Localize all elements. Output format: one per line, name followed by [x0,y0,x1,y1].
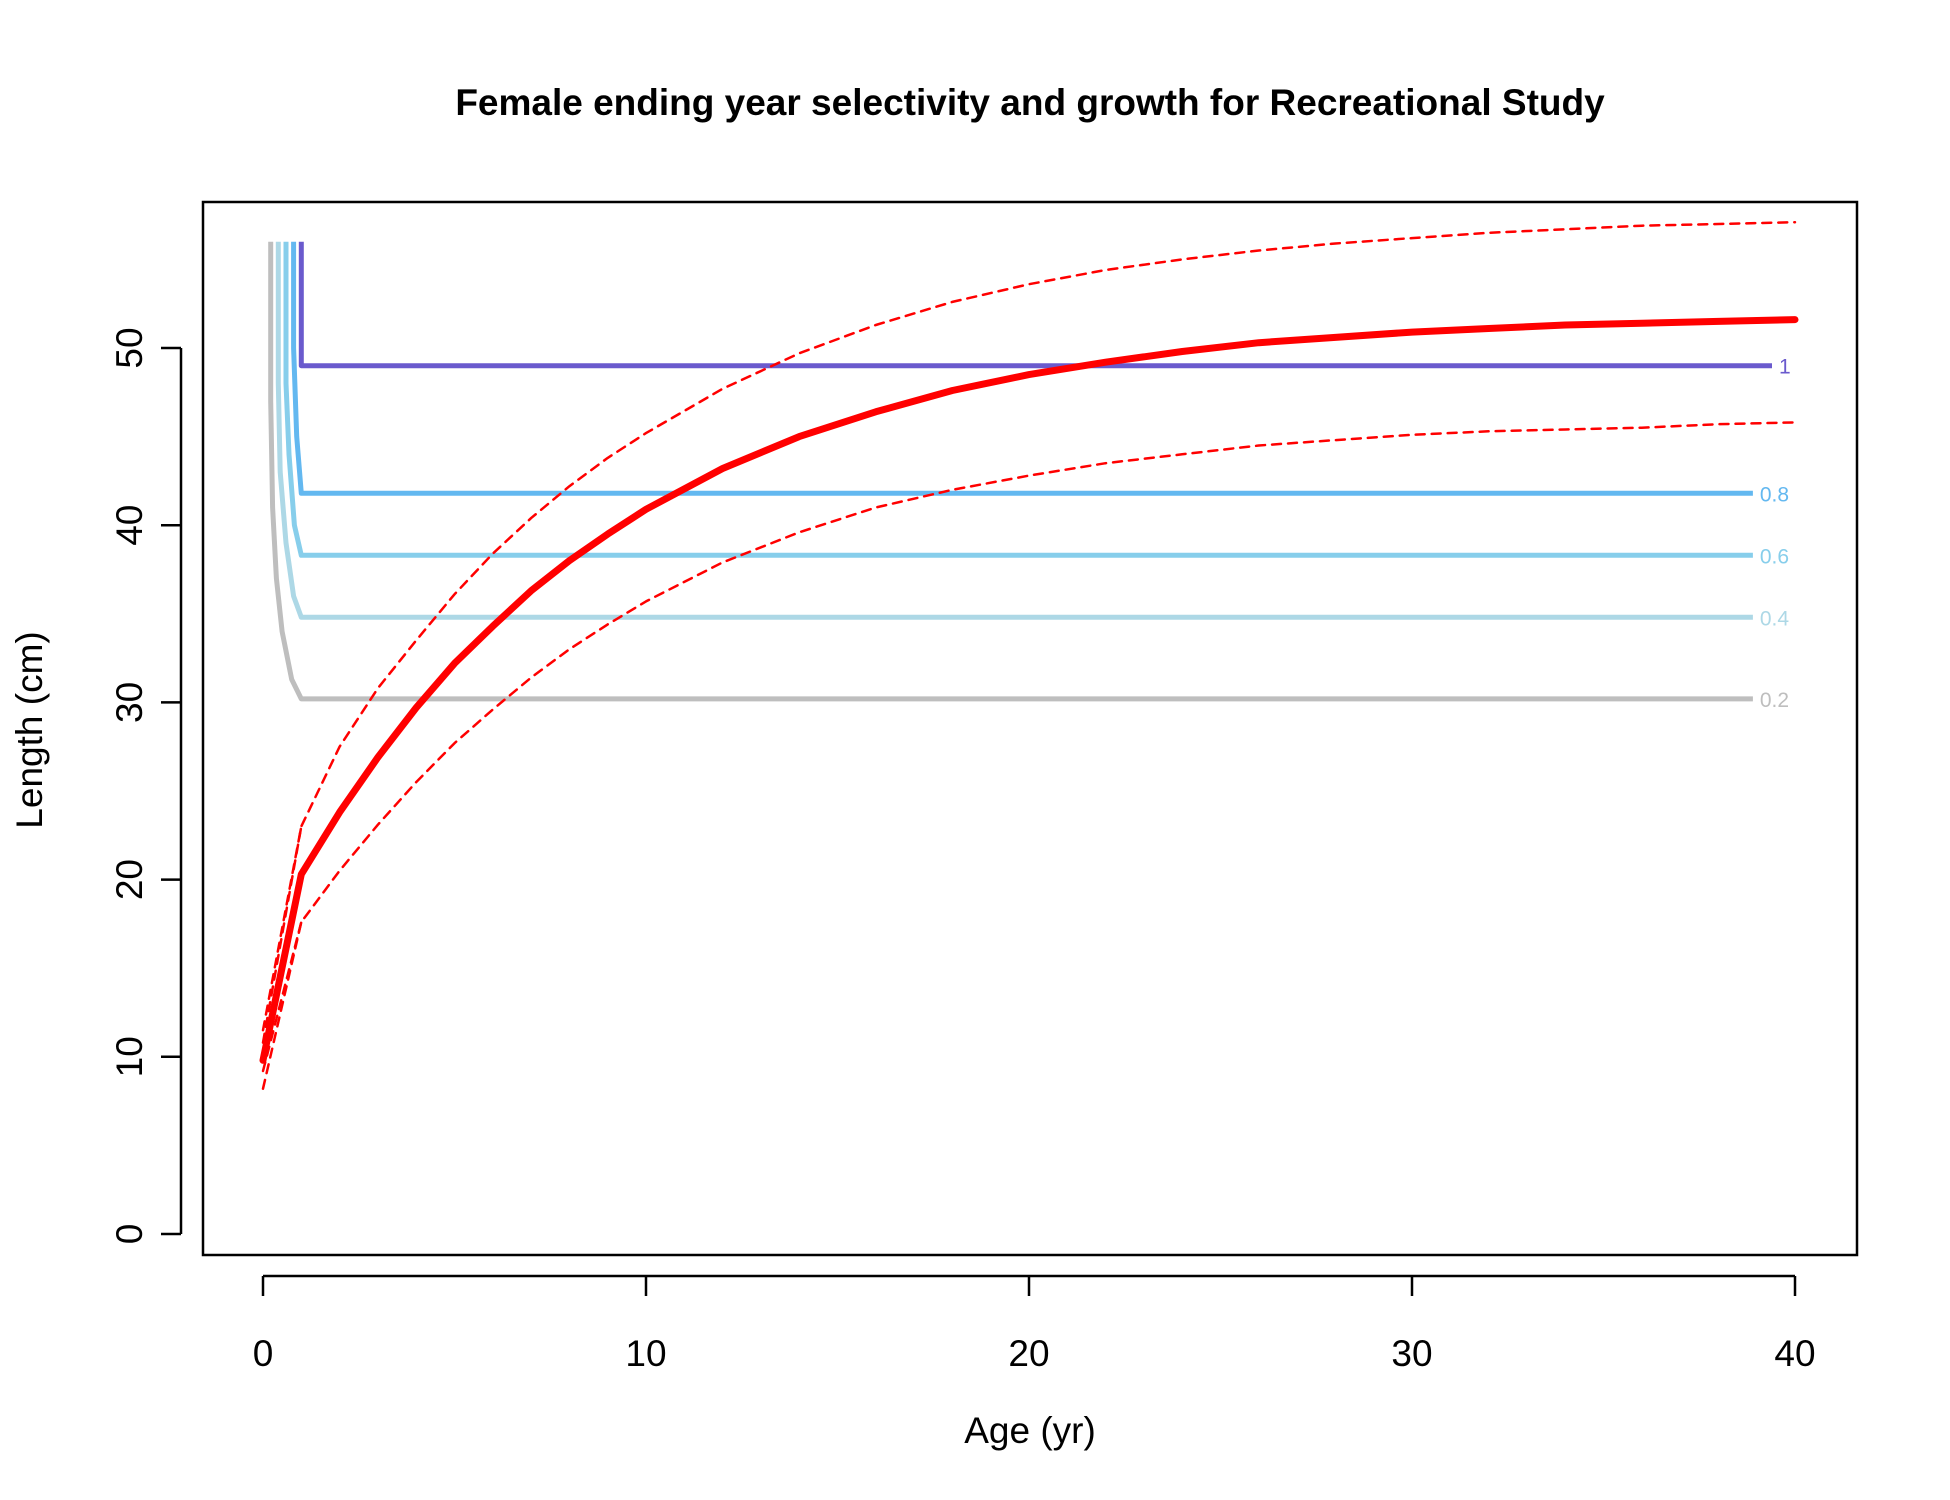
x-tick-label-1: 10 [625,1333,666,1374]
x-tick-label-4: 40 [1774,1333,1815,1374]
y-tick-label-3: 30 [109,682,150,723]
growth-mean-line [259,316,1799,1064]
y-axis-title: Length (cm) [9,631,50,828]
selectivity-contour-4 [298,241,1772,369]
y-tick-label-2: 20 [109,859,150,900]
selectivity-contour-2 [283,241,1753,558]
y-tick-label-5: 50 [109,327,150,368]
growth-interval-line-1 [261,220,1797,1032]
contour-label-2: 0.6 [1760,545,1789,568]
x-tick-label-2: 20 [1008,1333,1049,1374]
contour-label-4: 1 [1779,356,1791,379]
y-tick-label-1: 10 [109,1036,150,1077]
contour-label-1: 0.4 [1760,607,1790,630]
selectivity-contour-3 [291,241,1753,496]
growth-interval-line-4 [261,920,303,1073]
contour-label-3: 0.8 [1760,483,1789,506]
chart-title: Female ending year selectivity and growt… [455,82,1605,123]
selectivity-contour-0 [268,241,1753,702]
growth-interval-line-3 [261,825,303,1044]
y-tick-label-4: 40 [109,505,150,546]
plot-frame [201,200,1859,1257]
x-axis-title: Age (yr) [964,1410,1096,1451]
series-layer [259,220,1799,1090]
growth-interval-line-2 [261,421,1797,1090]
contour-label-0: 0.2 [1760,689,1789,712]
contours-layer: 0.2 0.4 0.6 0.8 1 [268,241,1791,712]
selectivity-contour-1 [275,241,1753,620]
x-tick-label-3: 30 [1391,1333,1432,1374]
x-tick-label-0: 0 [253,1333,274,1374]
y-tick-label-0: 0 [109,1224,150,1245]
y-axis: 0 10 20 30 40 50 [109,327,183,1245]
x-axis: 0 10 20 30 40 [253,1274,1816,1374]
